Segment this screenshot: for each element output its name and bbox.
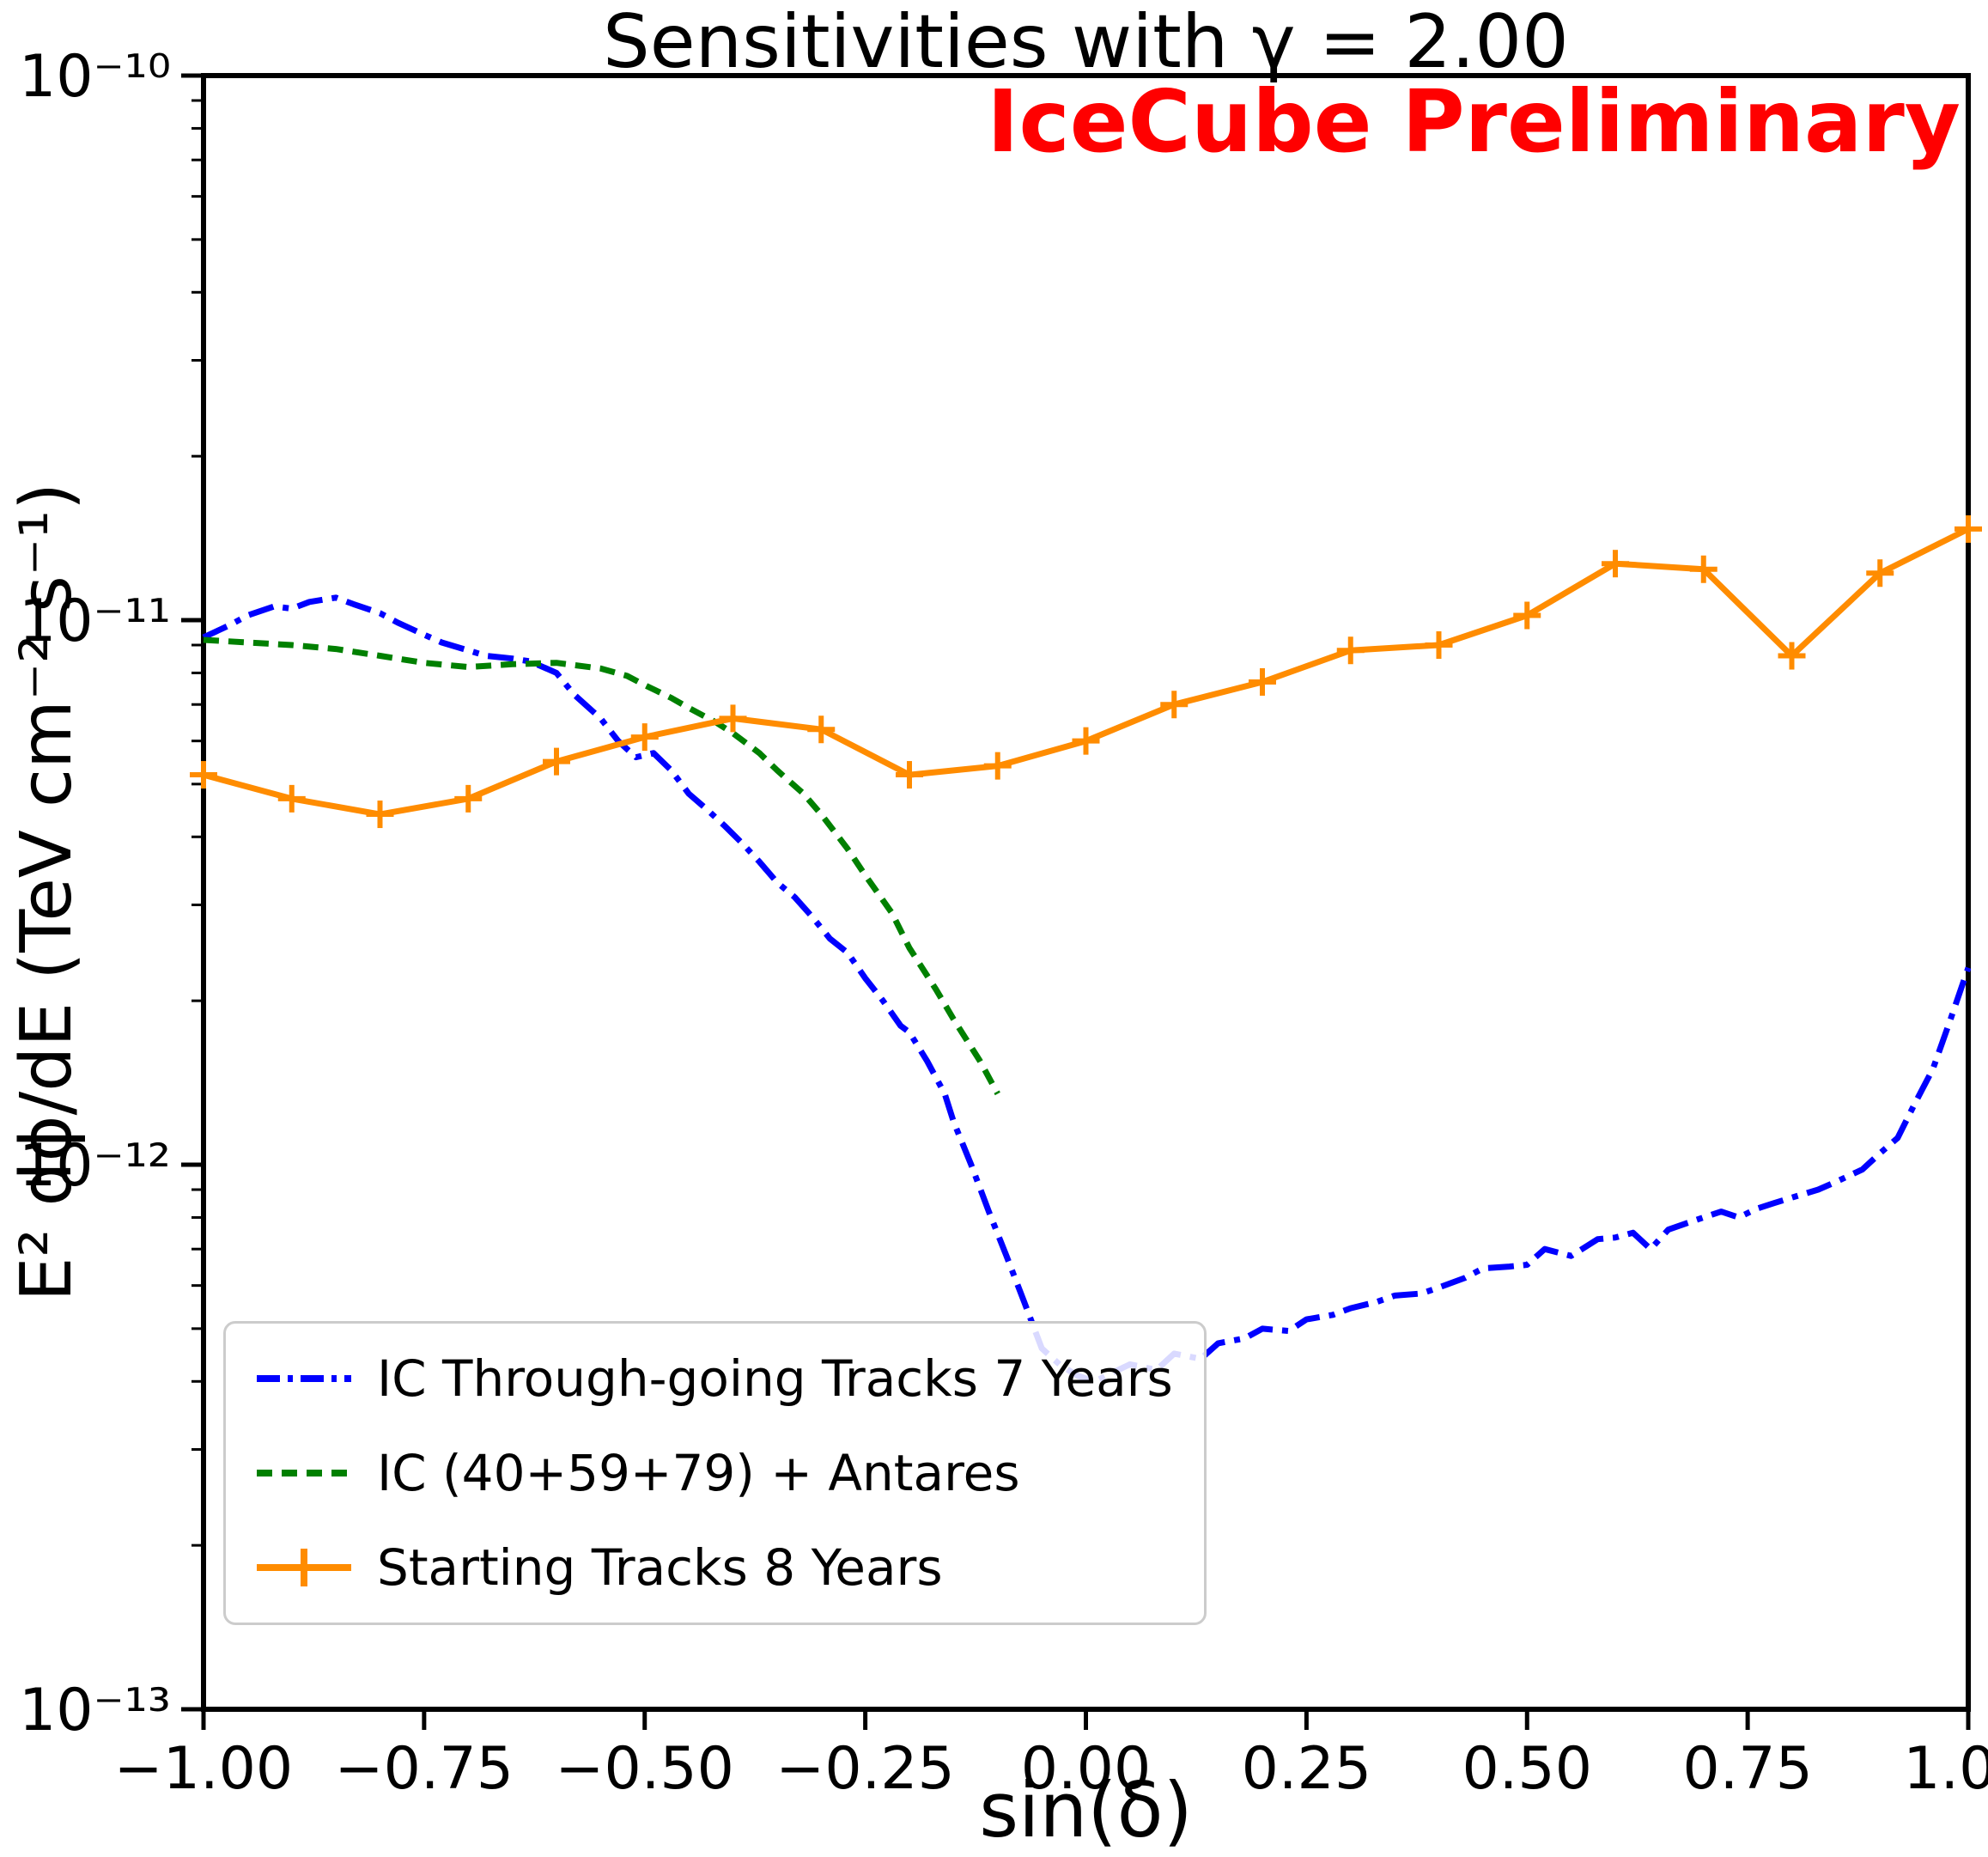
x-axis-label: sin(δ) (979, 1766, 1193, 1854)
legend-label-starting-tracks: Starting Tracks 8 Years (377, 1538, 943, 1597)
x-tick-label: −0.50 (556, 1735, 734, 1803)
y-axis-label: E² dϕ/dE (TeV cm⁻² s⁻¹) (6, 483, 88, 1302)
x-tick-label: 0.25 (1242, 1735, 1371, 1803)
watermark-text: IceCube Preliminary (987, 71, 1961, 172)
x-tick-label: −0.25 (775, 1735, 954, 1803)
y-axis-ticks: 10⁻¹⁰ 10⁻¹¹ 10⁻¹² 10⁻¹³ (19, 43, 204, 1744)
x-tick-label: −1.00 (114, 1735, 293, 1803)
legend: IC Through-going Tracks 7 Years IC (40+5… (223, 1321, 1207, 1625)
x-tick-label: 0.50 (1462, 1735, 1592, 1803)
legend-label-ic-antares: IC (40+59+79) + Antares (377, 1444, 1020, 1502)
x-tick-label: 0.00 (1021, 1735, 1151, 1803)
y-tick-label: 10⁻¹¹ (19, 588, 171, 655)
dashed-line-sample-icon (257, 1470, 351, 1476)
legend-label-throughgoing-tracks: IC Through-going Tracks 7 Years (377, 1349, 1173, 1408)
x-tick-label: 1.00 (1903, 1735, 1988, 1803)
y-tick-label: 10⁻¹² (19, 1132, 171, 1200)
legend-entry-throughgoing-tracks: IC Through-going Tracks 7 Years (257, 1349, 1173, 1408)
series-line-1 (203, 636, 1000, 1096)
legend-entry-starting-tracks: Starting Tracks 8 Years (257, 1538, 1173, 1597)
x-tick-label: −0.75 (335, 1735, 514, 1803)
y-tick-label: 10⁻¹⁰ (19, 43, 171, 111)
x-tick-label: 0.75 (1682, 1735, 1812, 1803)
dashdot-line-sample-icon (257, 1375, 351, 1382)
y-axis-label-wrap: E² dϕ/dE (TeV cm⁻² s⁻¹) (6, 76, 88, 1709)
y-tick-label: 10⁻¹³ (19, 1677, 171, 1744)
chart-title: Sensitivities with γ = 2.00 (603, 0, 1569, 85)
y-axis-minor-ticks (192, 99, 204, 1547)
legend-entry-ic-antares: IC (40+59+79) + Antares (257, 1444, 1173, 1502)
series-markers-2 (190, 514, 1982, 829)
x-axis-ticks: −1.00 −0.75 −0.50 −0.25 0.00 0.25 0.50 0.75 1.00 (114, 1709, 1988, 1803)
errorbar-line-sample-icon (257, 1549, 351, 1586)
series-line-0 (202, 594, 1972, 1385)
